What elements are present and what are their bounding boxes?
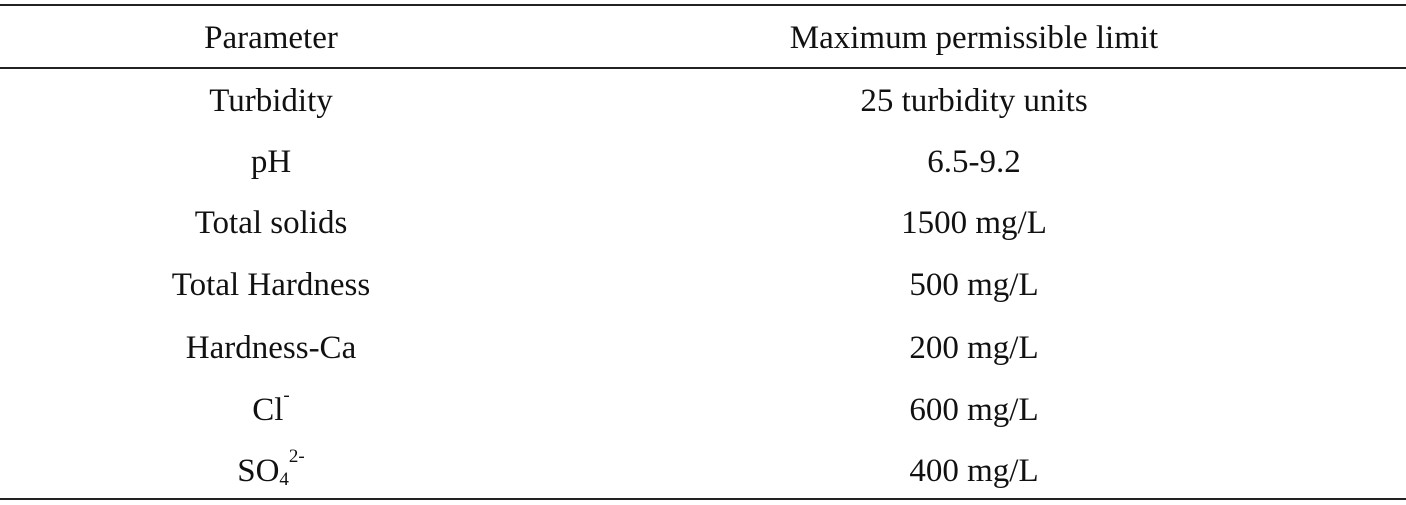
parameter-text: SO (237, 452, 280, 489)
header-parameter: Parameter (204, 19, 338, 56)
table-row: Total solids 1500 mg/L (0, 192, 1406, 254)
parameter-cell: Total solids (194, 204, 348, 241)
table-row: Turbidity 25 turbidity units (0, 70, 1406, 132)
parameter-cell: Cl - (252, 384, 290, 428)
limit-cell: 600 mg/L (909, 391, 1039, 428)
limit-cell: 1500 mg/L (901, 204, 1047, 241)
parameter-cell: pH (250, 143, 292, 180)
parameter-cell: Hardness-Ca (185, 329, 357, 366)
table-row: pH 6.5-9.2 (0, 131, 1406, 193)
table-row: SO 4 2- 400 mg/L (0, 440, 1406, 502)
limit-cell: 400 mg/L (909, 452, 1039, 489)
table-row: Total Hardness 500 mg/L (0, 254, 1406, 316)
parameter-cell: SO 4 2- (237, 445, 305, 490)
table-row: Hardness-Ca 200 mg/L (0, 317, 1406, 379)
header-limit: Maximum permissible limit (789, 19, 1159, 56)
table-header-row: Parameter Maximum permissible limit (0, 7, 1406, 69)
parameter-cell: Total Hardness (171, 266, 371, 303)
limit-cell: 25 turbidity units (860, 82, 1088, 119)
parameter-text: Cl (252, 391, 284, 428)
table-top-rule (0, 4, 1406, 6)
table-header-rule (0, 67, 1406, 69)
limit-cell: 200 mg/L (909, 329, 1039, 366)
limit-cell: 6.5-9.2 (927, 143, 1021, 180)
parameter-cell: Turbidity (209, 82, 333, 119)
table-row: Cl - 600 mg/L (0, 379, 1406, 441)
limit-cell: 500 mg/L (909, 266, 1039, 303)
table-bottom-rule (0, 498, 1406, 500)
